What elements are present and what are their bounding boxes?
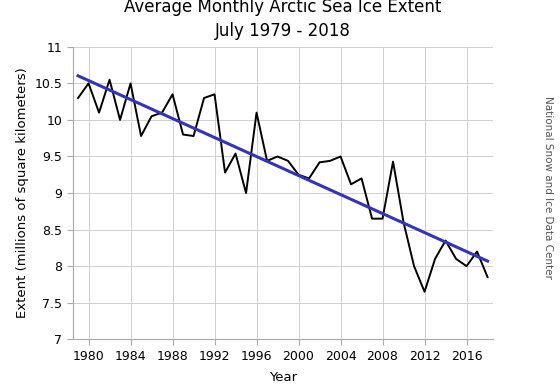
X-axis label: Year: Year	[269, 371, 297, 384]
Title: Average Monthly Arctic Sea Ice Extent
July 1979 - 2018: Average Monthly Arctic Sea Ice Extent Ju…	[124, 0, 441, 40]
Y-axis label: Extent (millions of square kilometers): Extent (millions of square kilometers)	[16, 68, 29, 318]
Text: National Snow and Ice Data Center: National Snow and Ice Data Center	[543, 96, 553, 278]
